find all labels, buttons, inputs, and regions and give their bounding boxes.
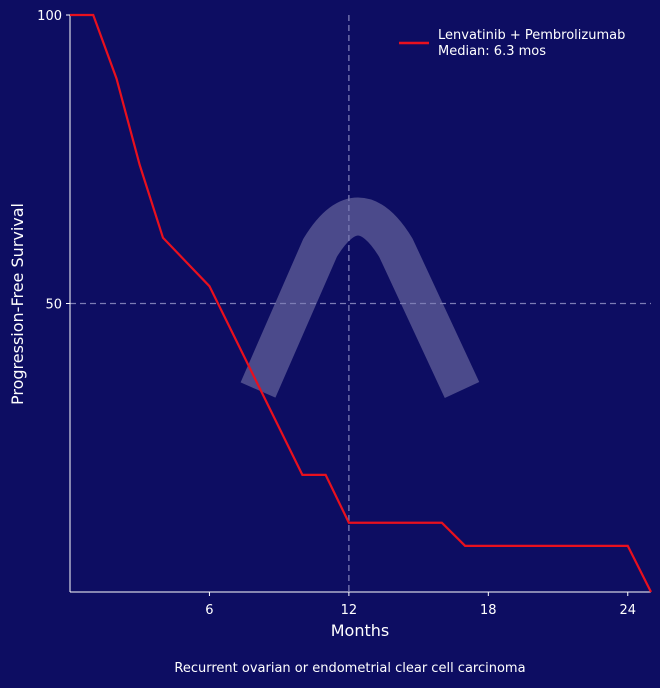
legend-label: Lenvatinib + Pembrolizumab — [438, 28, 625, 43]
x-tick-label: 24 — [619, 603, 636, 618]
caption: Recurrent ovarian or endometrial clear c… — [174, 661, 525, 676]
x-tick-label: 12 — [341, 603, 358, 618]
y-tick-label: 50 — [45, 298, 62, 313]
y-axis-label: Progression-Free Survival — [8, 203, 27, 405]
series-line — [70, 13, 652, 593]
watermark-arch-icon — [240, 197, 480, 399]
x-tick-label: 18 — [480, 603, 497, 618]
x-axis-label: Months — [331, 621, 389, 640]
legend-median: Median: 6.3 mos — [438, 44, 546, 59]
y-tick-label: 100 — [37, 9, 62, 24]
x-tick-label: 6 — [205, 603, 213, 618]
